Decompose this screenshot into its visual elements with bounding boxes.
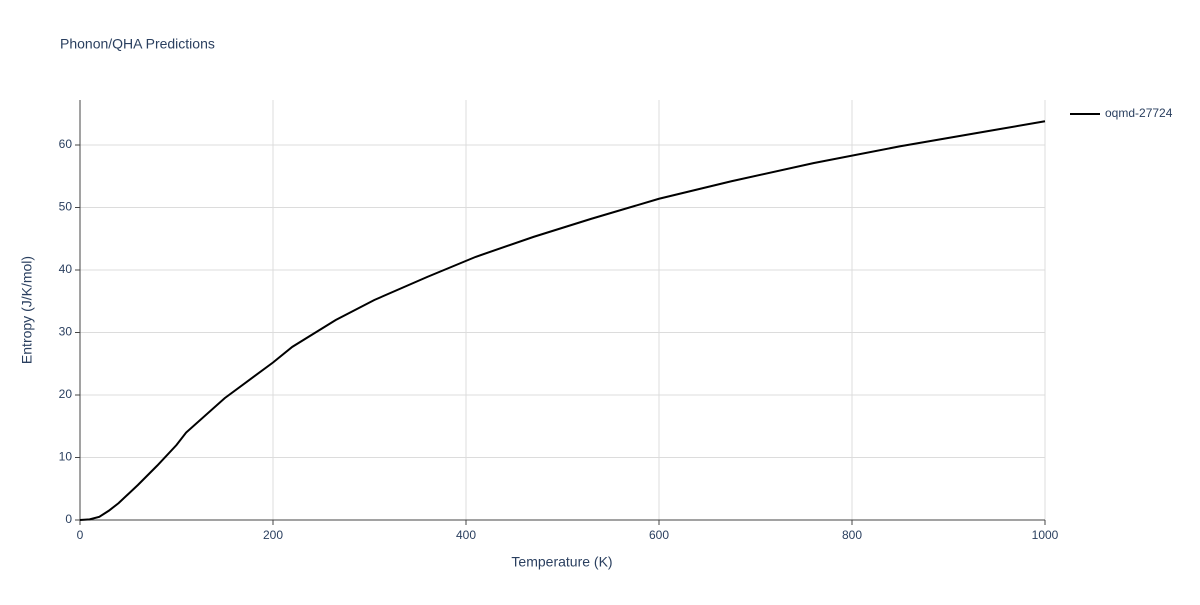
y-tick-label: 20 — [59, 387, 73, 401]
x-tick-label: 800 — [842, 528, 862, 542]
y-axis-label: Entropy (J/K/mol) — [19, 256, 35, 364]
x-tick-label: 200 — [263, 528, 283, 542]
y-tick-label: 10 — [59, 450, 73, 464]
x-tick-label: 0 — [77, 528, 84, 542]
x-tick-label: 1000 — [1032, 528, 1059, 542]
x-tick-label: 400 — [456, 528, 476, 542]
y-tick-label: 30 — [59, 325, 73, 339]
x-tick-label: 600 — [649, 528, 669, 542]
y-tick-label: 50 — [59, 200, 73, 214]
legend-label: oqmd-27724 — [1105, 106, 1173, 120]
y-tick-label: 0 — [65, 512, 72, 526]
line — [79, 120, 1046, 521]
x-axis-label: Temperature (K) — [511, 554, 612, 570]
y-tick-label: 60 — [59, 137, 73, 151]
y-tick-label: 40 — [59, 262, 73, 276]
chart-title: Phonon/QHA Predictions — [60, 36, 215, 52]
